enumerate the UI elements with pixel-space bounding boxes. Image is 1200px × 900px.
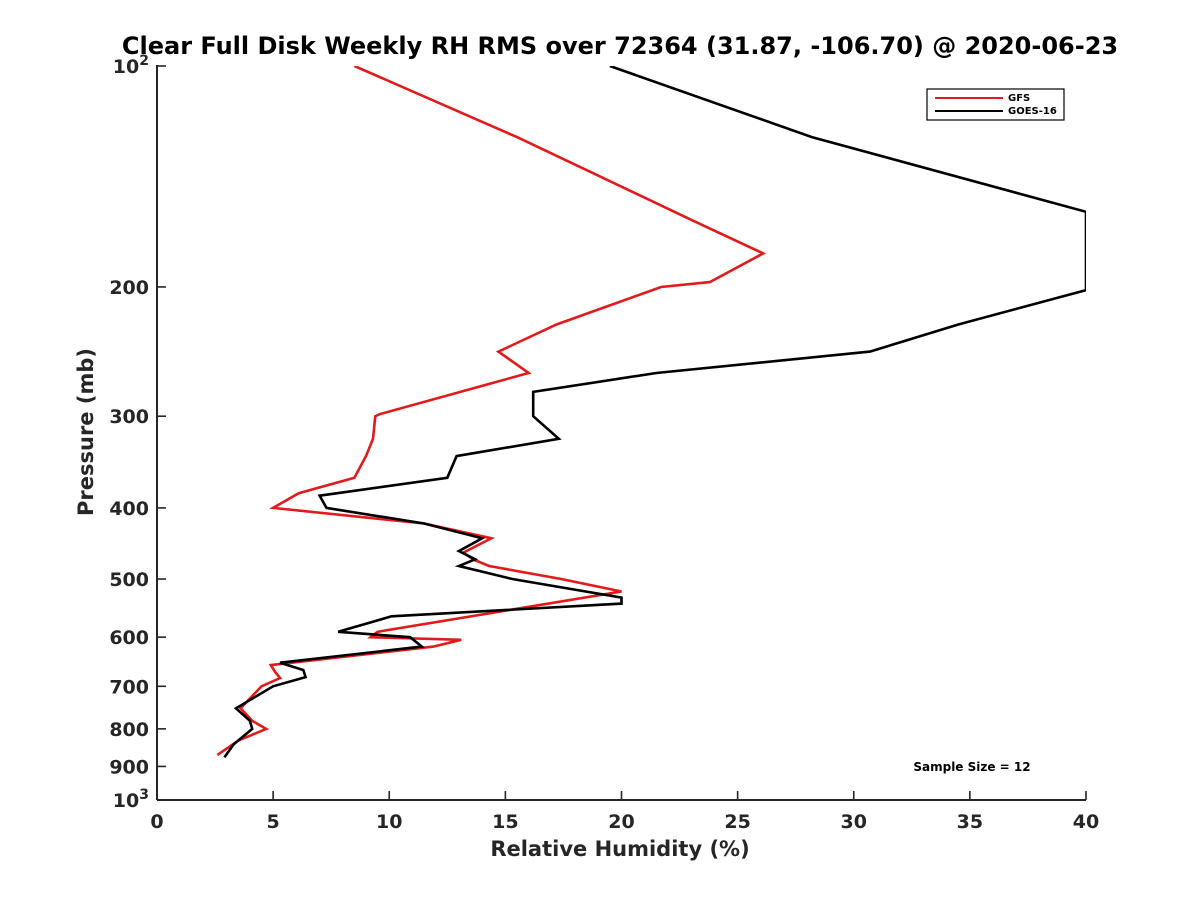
y-tick-label: 500: [109, 569, 149, 591]
x-tick-label: 35: [957, 811, 983, 833]
x-tick-label: 40: [1073, 811, 1099, 833]
y-tick-label: 400: [109, 498, 149, 520]
legend-label-gfs: GFS: [1008, 93, 1030, 104]
series-line-gfs: [216, 66, 767, 756]
x-tick-label: 25: [724, 811, 750, 833]
legend-label-goes16: GOES-16: [1008, 106, 1057, 117]
x-tick-label: 20: [608, 811, 634, 833]
y-tick-label: 700: [109, 676, 149, 698]
y-axis-label: Pressure (mb): [74, 348, 98, 516]
y-tick-label: 900: [109, 756, 149, 778]
series-layer: [216, 66, 1086, 759]
x-tick-label: 15: [492, 811, 518, 833]
y-tick-label: 102: [113, 53, 149, 78]
axes-layer: 0 5 10 15 20 25 30 35 40 102 200 300 400 500 600 700 800…: [109, 53, 1099, 833]
x-axis-label: Relative Humidity (%): [490, 837, 749, 861]
chart-title: Clear Full Disk Weekly RH RMS over 72364…: [122, 32, 1118, 60]
sample-size-annotation: Sample Size = 12: [913, 760, 1030, 774]
x-tick-label: 5: [267, 811, 280, 833]
y-tick-label: 600: [109, 627, 149, 649]
y-tick-label: 200: [109, 277, 149, 299]
x-tick-label: 0: [150, 811, 163, 833]
x-tick-label: 30: [841, 811, 867, 833]
legend: GFS GOES-16: [926, 88, 1065, 121]
y-tick-label: 800: [109, 719, 149, 741]
legend-box: [926, 88, 1065, 121]
series-line-goes-16: [223, 66, 1086, 759]
y-tick-label: 103: [113, 787, 149, 812]
y-tick-label: 300: [109, 406, 149, 428]
x-tick-label: 10: [376, 811, 402, 833]
